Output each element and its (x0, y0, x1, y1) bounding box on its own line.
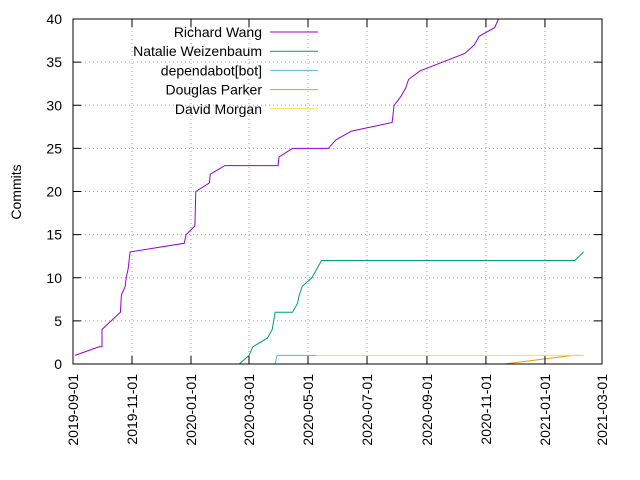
x-tick-label: 2020-07-01 (359, 374, 375, 446)
x-tick-label: 2020-01-01 (183, 374, 199, 446)
y-axis-ticks: 0 5 10 15 20 25 30 35 40 (46, 11, 602, 372)
x-tick-label: 2021-03-01 (594, 374, 610, 446)
y-tick-label: 20 (46, 184, 62, 200)
legend-label: Richard Wang (174, 24, 262, 40)
legend-label: Natalie Weizenbaum (133, 43, 262, 59)
y-tick-label: 0 (54, 356, 62, 372)
series-line-0 (74, 18, 499, 356)
x-tick-label: 2019-09-01 (65, 374, 81, 446)
x-axis-ticks: 2019-09-01 2019-11-01 2020-01-01 2020-03-01… (65, 19, 610, 446)
series-line-3 (504, 354, 584, 365)
y-tick-label: 30 (46, 97, 62, 113)
grid-lines (73, 19, 602, 364)
y-tick-label: 10 (46, 270, 62, 286)
legend-label: Douglas Parker (166, 82, 263, 98)
series-line-2 (274, 354, 317, 365)
y-tick-label: 40 (46, 11, 62, 27)
y-tick-label: 25 (46, 140, 62, 156)
legend-label: dependabot[bot] (161, 62, 262, 78)
legend: Richard Wang Natalie Weizenbaum dependabot… (133, 24, 318, 117)
x-tick-label: 2019-11-01 (124, 374, 140, 445)
legend-label: David Morgan (175, 101, 262, 117)
x-tick-label: 2020-11-01 (478, 374, 494, 445)
series-line-1 (238, 251, 584, 365)
x-tick-label: 2021-01-01 (537, 374, 553, 446)
series-lines (74, 18, 584, 365)
x-tick-label: 2020-09-01 (419, 374, 435, 446)
x-tick-label: 2020-03-01 (241, 374, 257, 446)
y-tick-label: 35 (46, 54, 62, 70)
y-tick-label: 5 (54, 313, 62, 329)
y-tick-label: 15 (46, 227, 62, 243)
y-axis-title: Commits (8, 164, 24, 219)
x-tick-label: 2020-05-01 (300, 374, 316, 446)
